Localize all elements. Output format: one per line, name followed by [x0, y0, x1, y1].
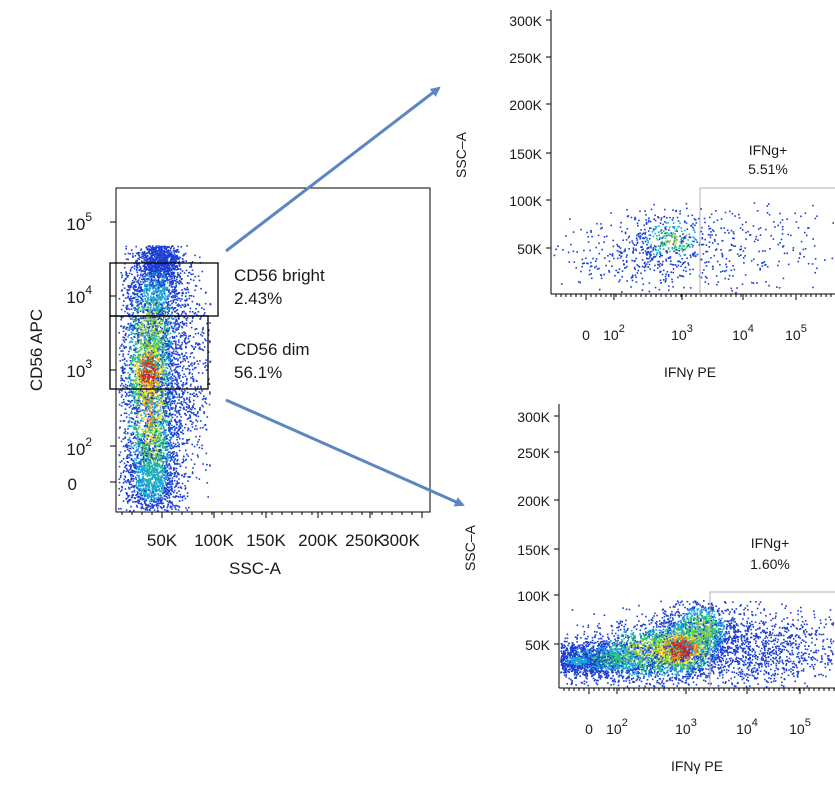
- top-x-tick-1e2: 102: [603, 323, 625, 343]
- bottom-x-tick-1e3-base: 10: [675, 721, 691, 737]
- top-y-tick-150k: 150K: [509, 146, 542, 162]
- bottom-plot-events: [560, 600, 834, 688]
- arrow-to-bottom-plot: [226, 400, 463, 505]
- main-y-tick-1e4: 104: [66, 283, 92, 307]
- bottom-y-tick-150k: 150K: [517, 542, 550, 558]
- arrow-to-top-plot: [226, 88, 439, 251]
- bottom-y-tick-250k: 250K: [517, 445, 550, 461]
- top-gate-value: 5.51%: [748, 161, 788, 177]
- top-right-plot: IFNg+ 5.51% 300K 250K 200K 150K 100K 50K…: [453, 10, 835, 380]
- top-x-tick-1e4-exp: 4: [748, 323, 754, 335]
- bottom-y-axis-label: SSC–A: [462, 524, 478, 571]
- top-x-tick-1e2-exp: 2: [619, 323, 625, 335]
- bottom-x-tick-1e4-exp: 4: [752, 717, 758, 729]
- bottom-right-plot: IFNg+ 1.60% 300K 250K 200K 150K 100K 50K…: [462, 404, 835, 774]
- top-gate-label: IFNg+: [749, 142, 788, 158]
- main-y-tick-1e5-base: 10: [66, 215, 85, 234]
- bottom-gate-label: IFNg+: [751, 535, 790, 551]
- main-x-tick-100k: 100K: [194, 531, 234, 550]
- main-x-tick-300k: 300K: [380, 531, 420, 550]
- top-y-tick-50k: 50K: [517, 241, 543, 257]
- gate-label-cd56-bright: CD56 bright: [234, 266, 325, 285]
- bottom-x-tick-1e4: 104: [736, 717, 758, 737]
- main-y-axis-label: CD56 APC: [27, 309, 46, 391]
- bottom-x-tick-1e2: 102: [606, 717, 628, 737]
- top-x-tick-1e3: 103: [671, 323, 693, 343]
- top-x-tick-1e5-base: 10: [785, 327, 801, 343]
- main-x-axis-label: SSC-A: [229, 559, 282, 578]
- main-x-tick-50k: 50K: [147, 531, 178, 550]
- bottom-x-tick-1e5-exp: 5: [805, 717, 811, 729]
- main-y-tick-1e3-base: 10: [66, 362, 85, 381]
- bottom-x-tick-1e5: 105: [789, 717, 811, 737]
- top-plot-tick-marks: [546, 20, 831, 300]
- main-y-tick-1e3-exp: 3: [85, 357, 92, 371]
- bottom-x-tick-1e4-base: 10: [736, 721, 752, 737]
- main-y-tick-1e3: 103: [66, 357, 92, 381]
- main-y-tick-1e2-exp: 2: [85, 435, 92, 449]
- bottom-y-tick-200k: 200K: [517, 493, 550, 509]
- bottom-x-tick-1e3-exp: 3: [691, 717, 697, 729]
- top-gate-ifng[interactable]: [700, 188, 835, 294]
- bottom-y-tick-300k: 300K: [517, 409, 550, 425]
- top-y-axis-label: SSC–A: [453, 131, 469, 178]
- gate-value-cd56-bright: 2.43%: [234, 289, 282, 308]
- bottom-x-axis-label: IFNγ PE: [671, 758, 723, 774]
- top-x-tick-1e2-base: 10: [603, 327, 619, 343]
- bottom-x-tick-1e5-base: 10: [789, 721, 805, 737]
- top-x-tick-0: 0: [582, 327, 590, 343]
- gate-label-cd56-dim: CD56 dim: [234, 340, 310, 359]
- main-y-tick-1e4-exp: 4: [85, 283, 92, 297]
- top-y-tick-200k: 200K: [509, 97, 542, 113]
- main-y-tick-1e2-base: 10: [66, 440, 85, 459]
- main-y-tick-1e2: 102: [66, 435, 92, 459]
- top-x-tick-1e3-base: 10: [671, 327, 687, 343]
- bottom-x-tick-1e3: 103: [675, 717, 697, 737]
- main-x-tick-150k: 150K: [246, 531, 286, 550]
- main-y-tick-1e5: 105: [66, 210, 92, 234]
- top-x-axis-label: IFNγ PE: [664, 364, 716, 380]
- main-plot-events: [118, 245, 211, 512]
- top-x-tick-1e3-exp: 3: [687, 323, 693, 335]
- top-x-tick-1e4: 104: [732, 323, 754, 343]
- gate-value-cd56-dim: 56.1%: [234, 363, 282, 382]
- top-x-tick-1e5: 105: [785, 323, 807, 343]
- main-x-tick-200k: 200K: [298, 531, 338, 550]
- top-y-tick-300k: 300K: [509, 13, 542, 29]
- top-y-tick-250k: 250K: [509, 50, 542, 66]
- bottom-y-tick-50k: 50K: [525, 637, 551, 653]
- bottom-x-tick-0: 0: [585, 721, 593, 737]
- bottom-gate-value: 1.60%: [750, 556, 790, 572]
- bottom-y-tick-100k: 100K: [517, 588, 550, 604]
- top-y-tick-100k: 100K: [509, 193, 542, 209]
- main-y-tick-1e4-base: 10: [66, 288, 85, 307]
- top-plot-events: [554, 202, 834, 293]
- main-plot: CD56 bright 2.43% CD56 dim 56.1% 105 104…: [27, 188, 430, 578]
- top-x-tick-1e5-exp: 5: [801, 323, 807, 335]
- main-y-tick-1e5-exp: 5: [85, 210, 92, 224]
- main-y-tick-0: 0: [68, 475, 77, 494]
- top-x-tick-1e4-base: 10: [732, 327, 748, 343]
- bottom-x-tick-1e2-exp: 2: [622, 717, 628, 729]
- bottom-x-tick-1e2-base: 10: [606, 721, 622, 737]
